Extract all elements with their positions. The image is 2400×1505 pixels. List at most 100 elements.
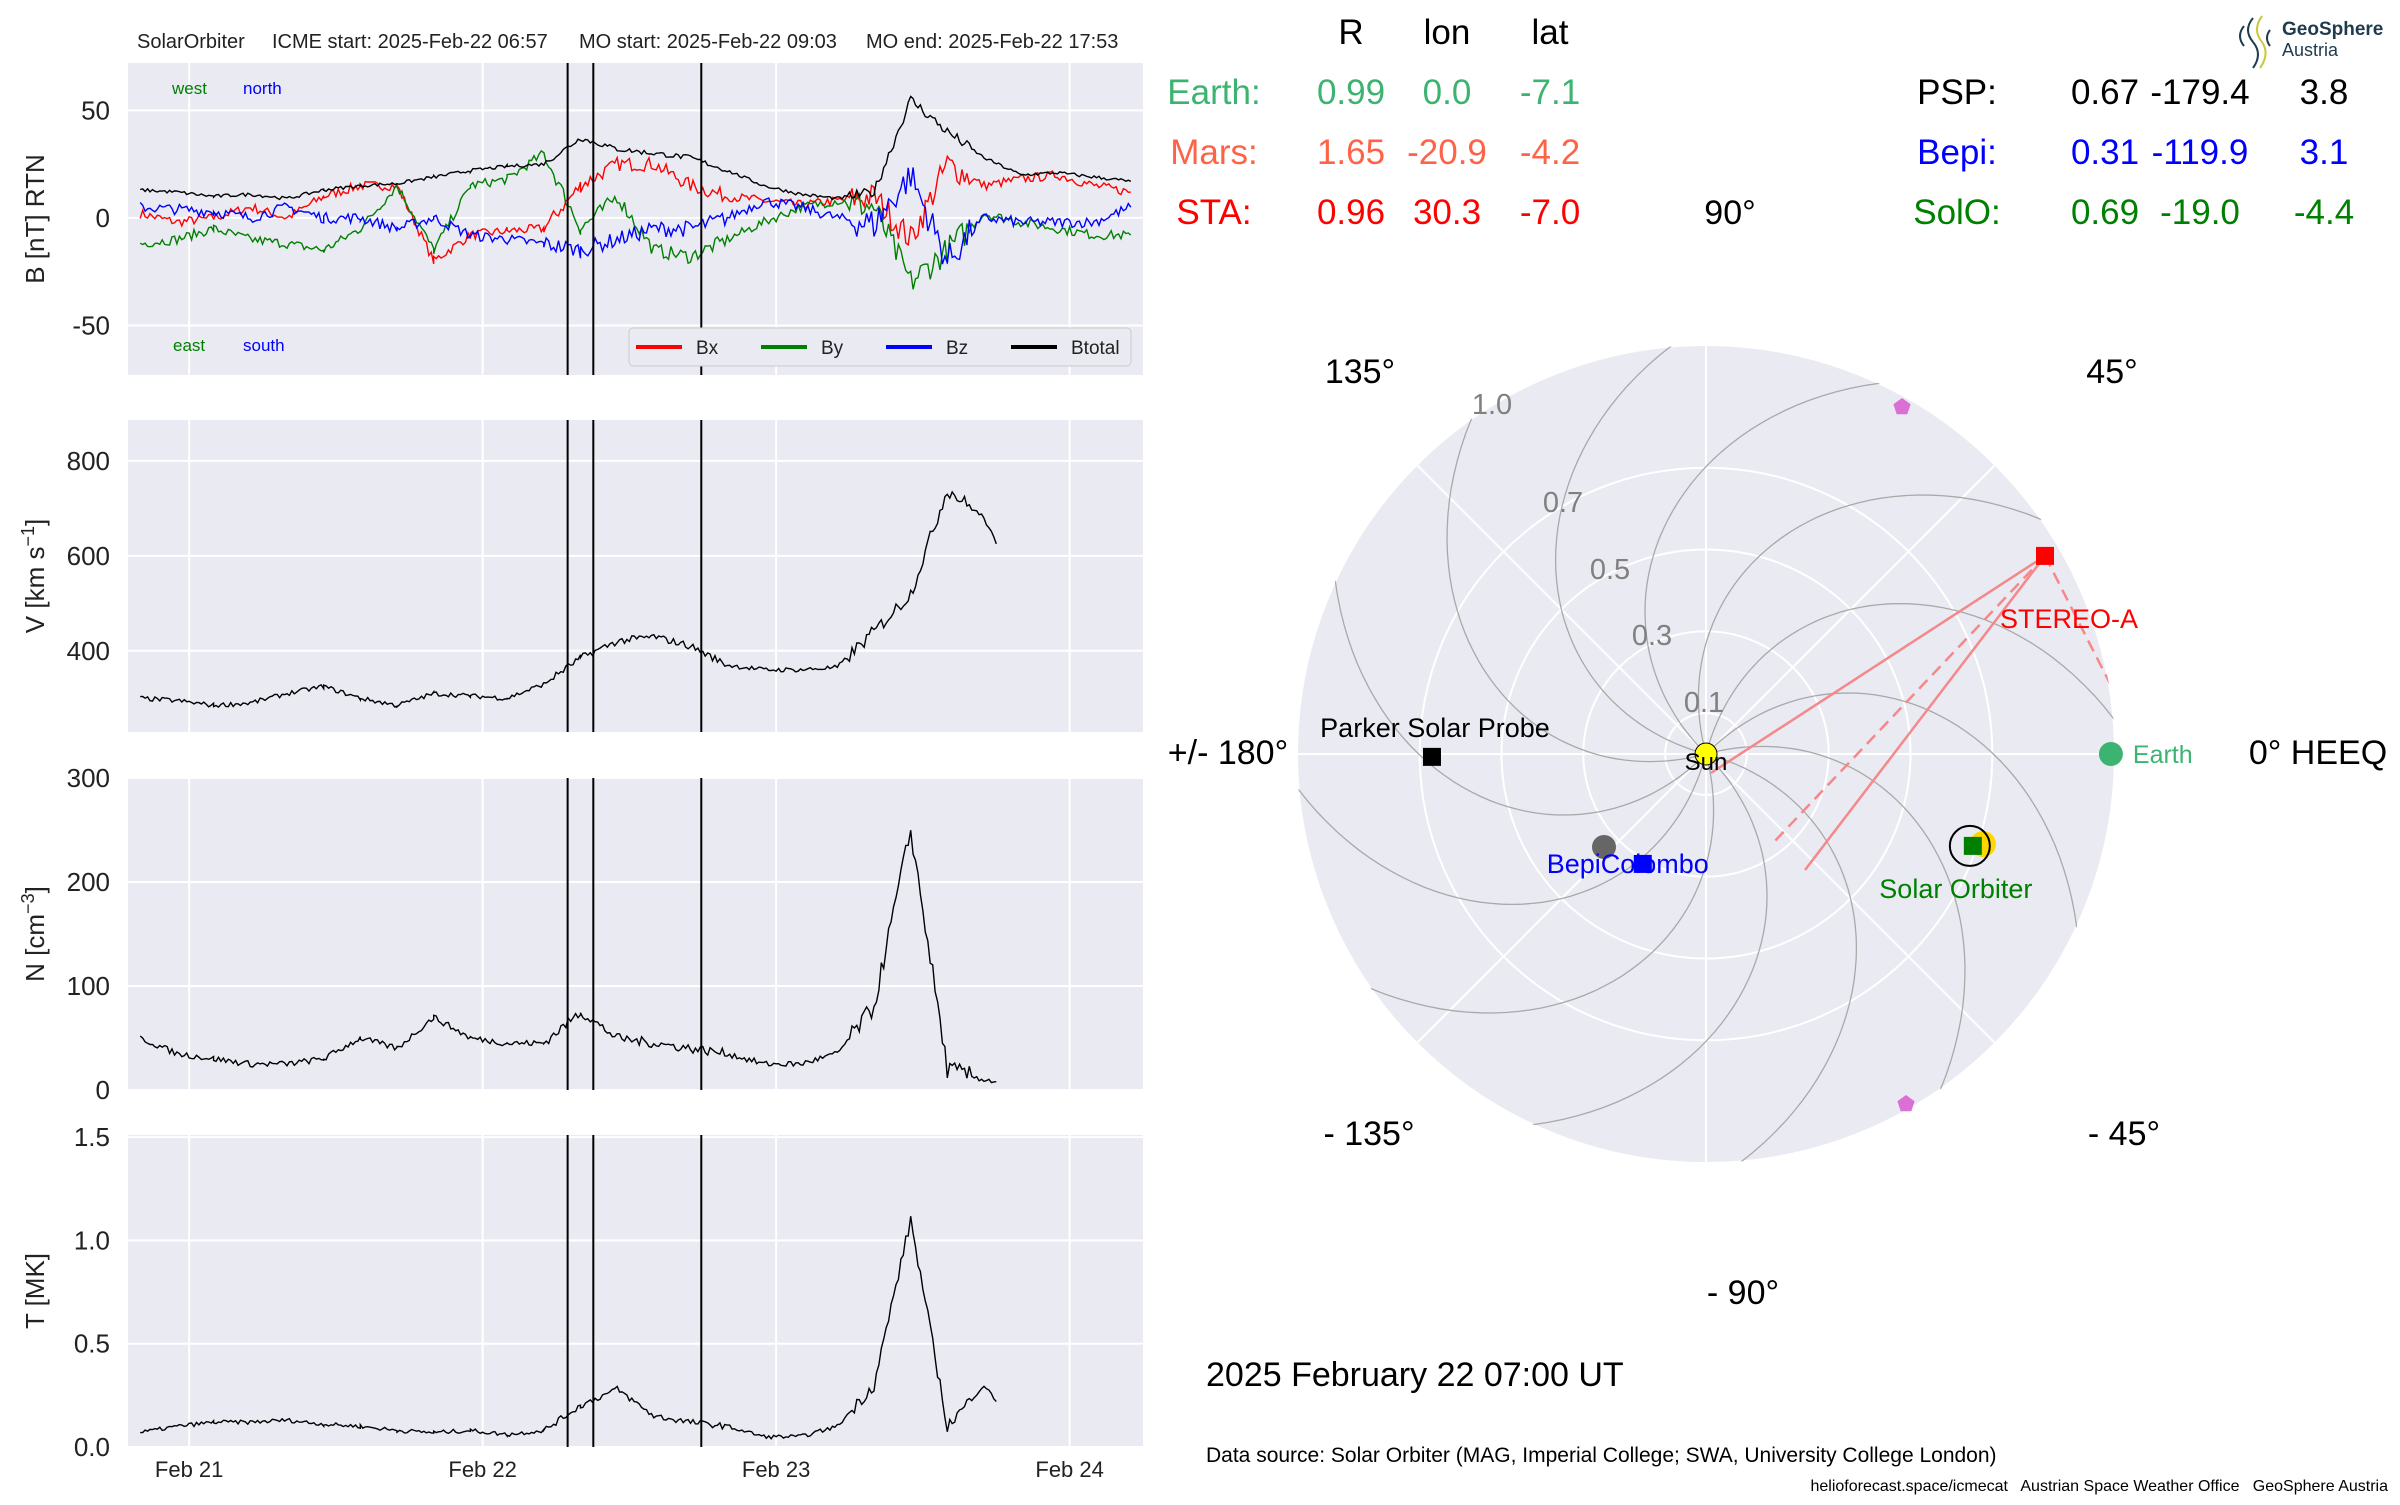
data-source: Data source: Solar Orbiter (MAG, Imperia… [1206, 1444, 1997, 1467]
y-tick-label: 800 [67, 446, 110, 476]
y-tick-label: 0.5 [74, 1329, 110, 1359]
series-line-bx [139, 154, 1131, 265]
legend-box [628, 327, 1132, 367]
body-parker-solar-probe: Parker Solar Probe [1320, 713, 1550, 766]
table-cell-lon: 30.3 [1413, 193, 1481, 232]
y-axis-label-text: V [km s [20, 547, 50, 634]
y-axis-label: T [MK] [20, 1253, 50, 1329]
y-tick-label: -50 [72, 311, 110, 341]
table-cell-r: 0.67 [2071, 73, 2139, 112]
panel-background [128, 1135, 1143, 1447]
body-marker [1694, 742, 1718, 766]
angle-label: 90° [1704, 194, 1755, 232]
y-axis-label-text: N [cm [20, 914, 50, 982]
series-line-by [139, 149, 1132, 290]
y-axis-label-end: ] [20, 519, 50, 526]
table-cell-r: 0.96 [1317, 193, 1385, 232]
panel-background [128, 63, 1143, 375]
angle-label: - 90° [1707, 1274, 1779, 1312]
title-icme-start: ICME start: 2025-Feb-22 06:57 [272, 31, 548, 53]
y-tick-label: 50 [81, 95, 110, 125]
table-row: PSP: 0.67 -179.4 3.8 [1917, 73, 2348, 112]
y-tick-label: 200 [67, 867, 110, 897]
y-axis-label: V [km s−1] [18, 519, 50, 633]
y-axis-label-text: B [nT] RTN [20, 154, 50, 284]
parker-spiral-line [1297, 559, 1705, 906]
y-axis-label-text: T [MK] [20, 1253, 50, 1329]
body-marker [1422, 747, 1441, 766]
legend-label: Bx [696, 338, 719, 359]
panel-background [128, 420, 1143, 732]
pentagon-marker [1897, 1095, 1915, 1112]
header-lat: lat [1532, 13, 1569, 52]
radial-tick-label: 0.1 [1684, 687, 1724, 719]
angle-label: 0° HEEQ [2249, 734, 2387, 772]
series-line-btotal [140, 95, 1132, 201]
table-cell-name: Mars: [1170, 133, 1258, 172]
position-table: R lon lat Earth: 0.99 0.0 -7.1 Mars: 1.65 -20.… [1167, 13, 2354, 232]
y-tick-label: 400 [67, 636, 110, 666]
legend-label: By [821, 338, 844, 359]
table-cell-name: SolO: [1913, 193, 2001, 232]
sta-fov-line [1710, 554, 2046, 775]
angle-label: - 135° [1323, 1115, 1414, 1153]
solo-ring-marker [1948, 824, 1991, 867]
timestamp: 2025 February 22 07:00 UT [1206, 1356, 1624, 1394]
y-axis-label-end: ] [20, 886, 50, 893]
annotation-south: south [243, 336, 285, 355]
footer-credits: helioforecast.space/icmecat Austrian Spa… [1811, 1478, 2389, 1495]
table-cell-name: STA: [1176, 193, 1251, 232]
table-row: STA: 0.96 30.3 -7.0 [1176, 193, 1580, 232]
body-label: Solar Orbiter [1879, 874, 2032, 904]
pentagon-marker [1893, 398, 1911, 415]
table-cell-lat: 3.8 [2300, 73, 2349, 112]
radial-tick-label: 0.3 [1632, 620, 1672, 652]
y-axis-label-exponent: −1 [18, 526, 38, 547]
annotation-east: east [173, 336, 205, 355]
sta-fov-dashed-line [2043, 555, 2115, 871]
series-line-v [140, 490, 997, 709]
body-stereo-a: STEREO-A [2000, 546, 2138, 634]
y-tick-label: 300 [67, 763, 110, 793]
body-label: Sun [1685, 749, 1728, 776]
b-panel-annotations: west north east south [171, 79, 285, 355]
table-cell-name: Earth: [1167, 73, 1260, 112]
angle-label: 135° [1325, 353, 1395, 391]
x-tick-label: Feb 22 [448, 1457, 517, 1482]
body-marker [2036, 546, 2055, 565]
table-cell-name: PSP: [1917, 73, 1997, 112]
table-cell-lat: -7.1 [1520, 73, 1580, 112]
table-row: SolO: 0.69 -19.0 -4.4 [1913, 193, 2354, 232]
geosphere-logo: GeoSphere Austria [2239, 15, 2383, 69]
plot-title: SolarOrbiter ICME start: 2025-Feb-22 06:… [137, 31, 1118, 53]
y-axis-label: B [nT] RTN [20, 154, 50, 284]
table-cell-r: 1.65 [1317, 133, 1385, 172]
sta-fov-line [1804, 555, 2046, 871]
table-cell-lat: -4.2 [1520, 133, 1580, 172]
legend-label: Btotal [1071, 338, 1120, 359]
logo-text-2: Austria [2282, 40, 2339, 60]
x-tick-label: Feb 24 [1035, 1457, 1104, 1482]
y-axis-label: N [cm−3] [18, 886, 50, 982]
logo-text-1: GeoSphere [2282, 19, 2383, 40]
body-label: STEREO-A [2000, 604, 2138, 634]
title-mo-start: MO start: 2025-Feb-22 09:03 [579, 31, 837, 53]
table-row: Mars: 1.65 -20.9 -4.2 [1170, 133, 1580, 172]
y-tick-label: 1.0 [74, 1225, 110, 1255]
radial-tick-label: 0.5 [1590, 554, 1630, 586]
angle-label: +/- 180° [1168, 734, 1288, 772]
panel-bx: 50 0 -50 B [nT] RTN [20, 63, 1143, 375]
panel-n: 300 200 100 0 N [cm−3] [18, 763, 1143, 1105]
sta-fov-dashed-line [1772, 555, 2046, 844]
radial-tick-label: 0.7 [1543, 487, 1583, 519]
radial-tick-label: 1.0 [1472, 389, 1512, 421]
body-marker [1633, 854, 1652, 873]
body-bepicolombo: BepiColombo [1547, 849, 1709, 879]
angle-label: 45° [2086, 353, 2137, 391]
header-r: R [1338, 13, 1363, 52]
series-line-n [139, 830, 997, 1084]
body-label: BepiColombo [1547, 849, 1709, 879]
annotation-west: west [171, 79, 207, 98]
body-label: Parker Solar Probe [1320, 713, 1550, 743]
